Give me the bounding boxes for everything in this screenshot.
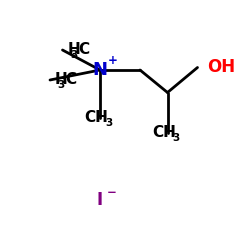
Text: C: C <box>66 72 77 88</box>
Text: I: I <box>97 191 103 209</box>
Text: N: N <box>92 61 108 79</box>
Text: H: H <box>68 42 80 58</box>
Text: +: + <box>108 54 118 66</box>
Text: 3: 3 <box>105 118 112 128</box>
Text: OH: OH <box>208 58 236 76</box>
Text: −: − <box>106 186 116 199</box>
Text: 3: 3 <box>70 50 78 60</box>
Text: CH: CH <box>152 125 176 140</box>
Text: 3: 3 <box>58 80 65 90</box>
Text: H: H <box>55 72 68 88</box>
Text: 3: 3 <box>173 133 180 143</box>
Text: CH: CH <box>84 110 108 125</box>
Text: C: C <box>78 42 90 58</box>
